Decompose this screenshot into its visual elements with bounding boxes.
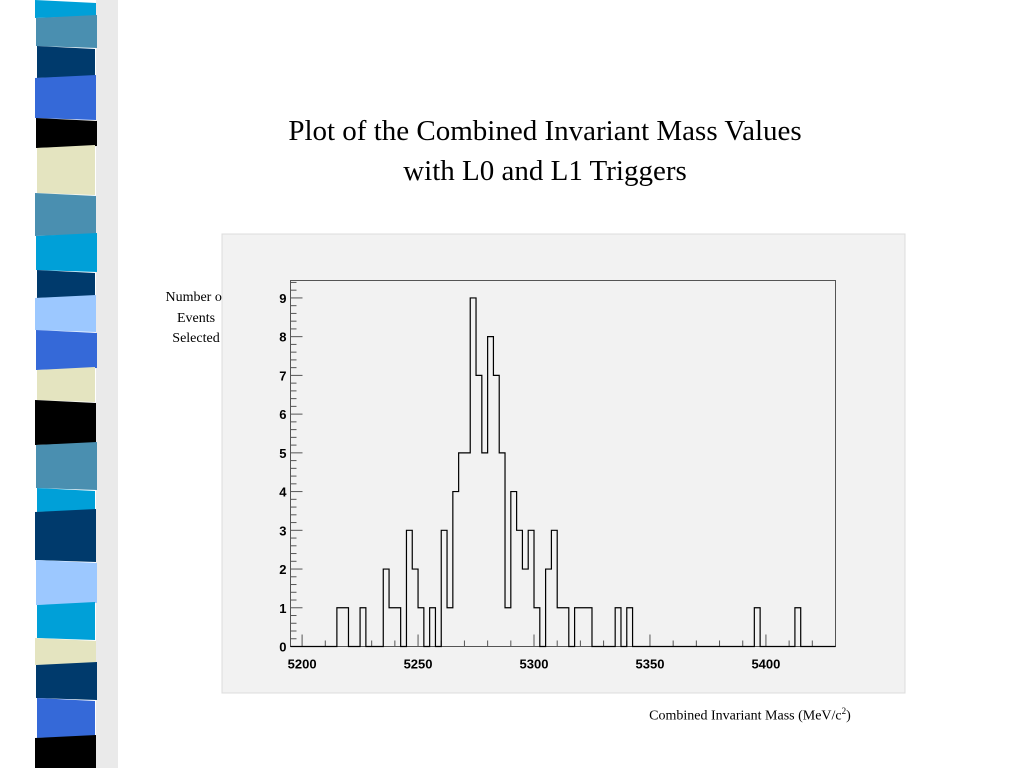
strip-segment: [36, 330, 97, 370]
strip-segment: [36, 118, 97, 148]
strip-segment: [35, 735, 96, 768]
chart-canvas-background: [221, 233, 906, 694]
strip-segment: [37, 367, 95, 402]
strip-segment: [37, 698, 95, 738]
y-tick-label: 8: [279, 330, 286, 345]
strip-segment: [37, 488, 95, 512]
chart-title-line-1: Plot of the Combined Invariant Mass Valu…: [288, 115, 802, 147]
x-tick-label: 5400: [751, 657, 780, 672]
x-axis-label-close: ): [846, 708, 851, 724]
decorative-color-strip: [0, 0, 120, 768]
y-tick-label: 4: [279, 485, 287, 500]
y-tick-label: 5: [279, 446, 286, 461]
tick-labels: 0 1 2 3 4 5 6 7 8 9 5200 5250 5300 5350 5400: [279, 291, 780, 672]
strip-shadow: [96, 0, 118, 768]
y-tick-label: 1: [279, 601, 286, 616]
strip-segment: [35, 193, 96, 236]
x-tick-label: 5200: [288, 657, 317, 672]
strip-segment: [37, 46, 95, 78]
y-axis-label-line: Events: [176, 310, 216, 326]
y-axis-label-line: Selected: [172, 331, 220, 346]
y-tick-label: 3: [279, 523, 286, 538]
strip-segment: [35, 75, 96, 120]
y-tick-label: 0: [279, 640, 286, 655]
strip-segment: [36, 662, 97, 700]
x-axis-label-superscript: 2: [841, 706, 847, 716]
axis-ticks: [290, 281, 836, 647]
strip-segment: [35, 638, 96, 665]
plot-frame: [290, 280, 836, 647]
strip-segment: [36, 442, 97, 490]
strip-segment: [35, 295, 96, 332]
x-axis-label: Combined Invariant Mass (MeV/c2): [600, 706, 900, 725]
x-axis-label-text: Combined Invariant Mass (MeV/c: [649, 708, 842, 724]
strip-segment: [36, 15, 97, 48]
histogram-series-line: [290, 297, 836, 648]
x-tick-label: 5250: [404, 657, 433, 672]
strip-segment: [37, 270, 95, 298]
y-tick-label: 7: [279, 368, 286, 383]
x-tick-label: 5350: [636, 657, 665, 672]
y-tick-label: 2: [279, 562, 286, 577]
strip-segment: [36, 560, 97, 605]
chart-title-line-2: with L0 and L1 Triggers: [403, 155, 687, 187]
strip-segment: [35, 0, 96, 18]
y-axis-label: Number of Events Selected: [150, 288, 242, 350]
y-tick-label: 9: [279, 291, 286, 306]
strip-segment: [37, 145, 95, 195]
strip-segment: [35, 400, 96, 445]
strip-segment: [37, 602, 95, 640]
x-tick-label: 5300: [520, 657, 549, 672]
y-tick-label: 6: [279, 407, 286, 422]
strip-segment: [35, 509, 96, 562]
strip-segment: [36, 233, 97, 272]
y-axis-label-line: Number of: [165, 290, 227, 305]
